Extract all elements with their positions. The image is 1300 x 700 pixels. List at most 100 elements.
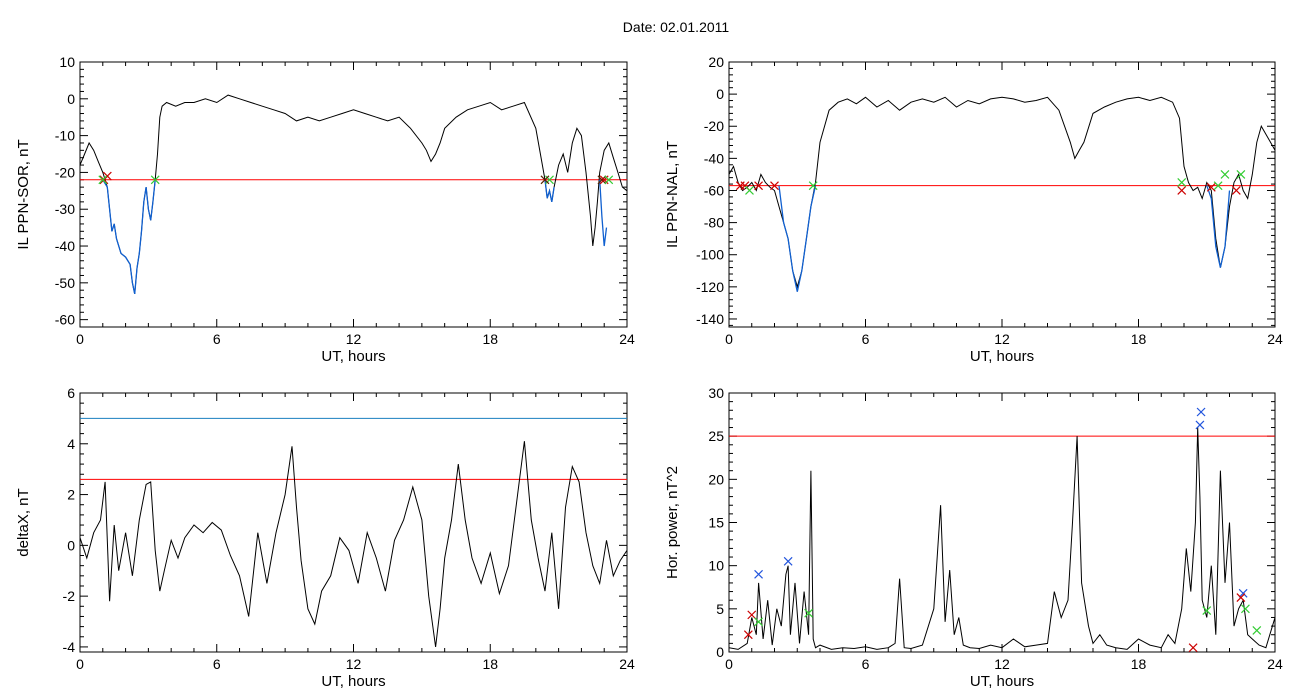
marker-red [1177,186,1187,195]
y-tick-label: -20 [55,164,75,180]
marker-green [745,186,754,195]
data-trace [729,427,1275,650]
marker-stroke [540,175,550,185]
marker-dark [540,175,550,185]
x-tick-label: 12 [994,656,1010,672]
marker-stroke [604,175,614,185]
marker-stroke [740,181,750,191]
marker-blue [754,569,763,579]
marker-stroke [754,181,763,191]
marker-stroke [1206,182,1216,192]
marker-stroke [1236,593,1246,603]
marker-stroke [770,181,779,191]
x-axis-label: UT, hours [321,348,385,365]
x-axis-label: UT, hours [321,673,385,690]
y-axis-label: Hor. power, nT^2 [664,466,681,579]
marker-green [604,175,614,185]
y-tick-label: 4 [67,436,75,452]
marker-green [1236,169,1246,179]
marker-stroke [1220,169,1230,179]
marker-stroke [98,175,108,185]
x-tick-label: 6 [862,331,870,347]
plot-area [80,94,627,295]
y-tick-label: -60 [55,312,75,328]
y-tick-label: 20 [708,471,724,487]
marker-stroke [1196,407,1206,417]
plot-area [80,417,627,647]
marker-green [98,175,108,185]
y-axis-label: deltaX, nT [15,488,32,556]
y-tick-label: -40 [55,238,75,254]
x-tick-label: 18 [1131,331,1147,347]
plot-frame [79,61,628,328]
x-tick-label: 18 [482,331,498,347]
y-tick-label: -30 [55,201,75,217]
figure-title: Date: 02.01.2011 [623,19,730,35]
marker-green [804,608,814,618]
marker-blue [1238,588,1248,598]
marker-red [1206,182,1216,192]
x-tick-label: 24 [619,656,635,672]
highlight-segment [599,179,608,247]
marker-stroke [1202,606,1212,615]
x-axis-label: UT, hours [970,348,1034,365]
x-tick-label: 6 [213,331,221,347]
y-tick-label: -2 [63,588,76,604]
y-tick-label: -120 [696,279,724,295]
x-tick-label: 18 [1131,656,1147,672]
marker-blue [1196,407,1206,417]
y-tick-label: 10 [708,558,724,574]
marker-green [1241,604,1250,614]
plot-frame [79,392,628,653]
x-tick-label: 0 [76,656,84,672]
chart-p1: 0 6 12 18 24 UT, hours 10 0 -10 -20 -30 -40 -50 -60 IL… [15,54,635,365]
marker-green [754,617,763,627]
marker-stroke [1177,186,1187,195]
x-tick-label: 0 [76,331,84,347]
marker-red [747,610,757,620]
plot-frame [728,61,1276,328]
y-tick-label: 10 [59,54,75,70]
marker-green [808,181,818,191]
y-tick-label: -80 [704,215,724,231]
y-tick-label: -20 [704,118,724,134]
marker-green [1220,169,1230,179]
y-tick-label: 0 [716,86,724,102]
marker-red [102,171,112,181]
y-tick-label: -50 [55,275,75,291]
marker-stroke [1188,643,1198,652]
x-tick-label: 18 [482,656,498,672]
y-tick-label: -4 [63,639,76,655]
marker-stroke [804,608,814,618]
y-axis-label: IL PPN-SOR, nT [15,139,32,249]
marker-stroke [597,175,607,185]
y-tick-label: -40 [704,150,724,166]
highlight-segment [102,179,156,295]
marker-red [1236,593,1246,603]
marker-stroke [808,181,818,191]
marker-stroke [1213,181,1223,191]
plot-area [729,407,1275,652]
marker-stroke [1241,604,1250,614]
x-tick-label: 0 [725,331,733,347]
y-tick-label: 0 [67,537,75,553]
y-tick-label: 5 [716,601,724,617]
y-tick-label: -100 [696,247,724,263]
marker-stroke [1177,178,1187,187]
y-tick-label: 30 [708,385,724,401]
y-tick-label: 20 [708,54,724,70]
chart-p3: 0 6 12 18 24 UT, hours 6 4 2 0 -2 -4 deltaX, nT [15,385,635,690]
x-tick-label: 12 [346,656,362,672]
x-tick-label: 24 [619,331,635,347]
x-tick-label: 0 [725,656,733,672]
marker-stroke [150,175,160,185]
marker-dark [597,175,607,185]
marker-stroke [747,610,757,620]
y-tick-label: -60 [704,182,724,198]
marker-stroke [783,556,793,566]
marker-blue [1195,420,1205,430]
marker-red [754,181,763,191]
chart-p2: 0 6 12 18 24 UT, hours 20 0 -20 -40 -60 -80 -100 -120… [664,54,1283,365]
y-tick-label: -10 [55,128,75,144]
